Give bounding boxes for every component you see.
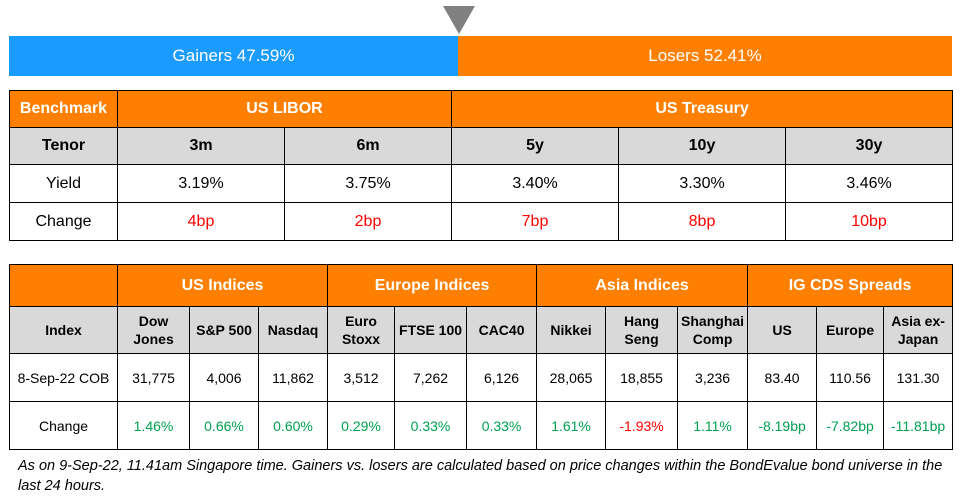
index-name-line: Asia ex- <box>891 313 945 329</box>
yield-cell: 3.19% <box>117 164 285 203</box>
indices-table: US Indices Europe Indices Asia Indices I… <box>9 264 954 450</box>
yield-cell: 3.46% <box>785 164 954 203</box>
yield-cell: 3.40% <box>451 164 620 203</box>
index-value-cell: 31,775 <box>117 353 190 402</box>
index-name-line: Nikkei <box>550 322 592 338</box>
us-treasury-header: US Treasury <box>451 90 954 128</box>
index-name-line: Seng <box>624 331 659 347</box>
tenor-cell: 5y <box>451 127 620 165</box>
index-change-cell: -7.82bp <box>816 401 885 450</box>
index-value-cell: 3,236 <box>677 353 749 402</box>
ig-cds-spreads-header: IG CDS Spreads <box>747 264 954 307</box>
change-cell: 4bp <box>117 202 285 241</box>
index-value-cell: 3,512 <box>327 353 396 402</box>
index-name-cell: Nikkei <box>536 306 607 354</box>
tenor-cell: 30y <box>785 127 954 165</box>
index-name-line: S&P 500 <box>196 322 252 338</box>
index-change-label: Change <box>9 401 118 450</box>
index-name-line: Japan <box>897 331 939 347</box>
index-name-line: Euro <box>345 313 377 329</box>
index-change-cell: 1.61% <box>536 401 607 450</box>
tenor-label: Tenor <box>9 127 118 165</box>
index-change-cell: -8.19bp <box>747 401 818 450</box>
yield-cell: 3.75% <box>283 164 453 203</box>
index-name-cell: Europe <box>816 306 885 354</box>
index-value-cell: 18,855 <box>605 353 679 402</box>
index-change-cell: -11.81bp <box>883 401 954 450</box>
index-name-cell: Euro Stoxx <box>327 306 396 354</box>
index-change-cell: -1.93% <box>605 401 679 450</box>
index-name-line: Dow <box>138 313 169 329</box>
index-name-cell: Nasdaq <box>257 306 329 354</box>
index-label: Index <box>9 306 118 354</box>
index-name-cell: Hang Seng <box>605 306 679 354</box>
index-change-cell: 0.33% <box>466 401 538 450</box>
index-name-cell: Dow Jones <box>117 306 190 354</box>
index-name-line: Nasdaq <box>267 322 319 338</box>
index-name-line: Comp <box>692 331 733 347</box>
index-name-line: Jones <box>133 331 174 347</box>
index-value-cell: 131.30 <box>883 353 954 402</box>
index-name-line: Shanghai <box>681 313 745 329</box>
change-cell: 2bp <box>283 202 453 241</box>
index-name-line: Stoxx <box>341 331 381 347</box>
us-indices-header: US Indices <box>116 264 329 307</box>
index-change-cell: 1.46% <box>117 401 190 450</box>
footnote: As on 9-Sep-22, 11.41am Singapore time. … <box>18 458 943 494</box>
gainers-losers-bar: Gainers 47.59% Losers 52.41% <box>9 36 952 76</box>
index-name-cell: Shanghai Comp <box>677 306 749 354</box>
index-name-cell: S&P 500 <box>189 306 259 354</box>
index-name-cell: CAC40 <box>466 306 538 354</box>
index-value-cell: 83.40 <box>747 353 818 402</box>
index-name-line: Europe <box>825 322 875 338</box>
losers-segment: Losers 52.41% <box>458 36 952 76</box>
change-cell: 10bp <box>785 202 954 241</box>
index-value-cell: 6,126 <box>466 353 538 402</box>
tenor-cell: 6m <box>283 127 453 165</box>
yield-cell: 3.30% <box>618 164 787 203</box>
tenor-cell: 3m <box>117 127 285 165</box>
index-value-cell: 4,006 <box>189 353 259 402</box>
change-label: Change <box>9 202 118 241</box>
index-change-cell: 0.60% <box>257 401 329 450</box>
index-value-cell: 7,262 <box>394 353 468 402</box>
yield-label: Yield <box>9 164 118 203</box>
index-change-cell: 1.11% <box>677 401 749 450</box>
index-value-cell: 28,065 <box>536 353 607 402</box>
index-name-line: FTSE 100 <box>399 322 463 338</box>
change-cell: 8bp <box>618 202 787 241</box>
europe-indices-header: Europe Indices <box>327 264 538 307</box>
asia-indices-header: Asia Indices <box>536 264 749 307</box>
index-name-cell: Asia ex- Japan <box>883 306 954 354</box>
index-change-cell: 0.66% <box>189 401 259 450</box>
benchmark-header: Benchmark <box>9 90 118 128</box>
indices-corner <box>9 264 118 307</box>
index-name-cell: FTSE 100 <box>394 306 468 354</box>
index-name-cell: US <box>747 306 818 354</box>
cob-label: 8-Sep-22 COB <box>9 353 118 402</box>
gainers-losers-marker-icon <box>443 6 475 34</box>
tenor-cell: 10y <box>618 127 787 165</box>
index-change-cell: 0.33% <box>394 401 468 450</box>
gainers-segment: Gainers 47.59% <box>9 36 458 76</box>
index-change-cell: 0.29% <box>327 401 396 450</box>
index-value-cell: 110.56 <box>816 353 885 402</box>
us-libor-header: US LIBOR <box>116 90 453 128</box>
change-cell: 7bp <box>451 202 620 241</box>
index-value-cell: 11,862 <box>257 353 329 402</box>
rates-table: Benchmark US LIBOR US Treasury Tenor 3m … <box>9 90 954 241</box>
index-name-line: CAC40 <box>478 322 525 338</box>
index-name-line: Hang <box>624 313 660 329</box>
index-name-line: US <box>772 322 792 338</box>
